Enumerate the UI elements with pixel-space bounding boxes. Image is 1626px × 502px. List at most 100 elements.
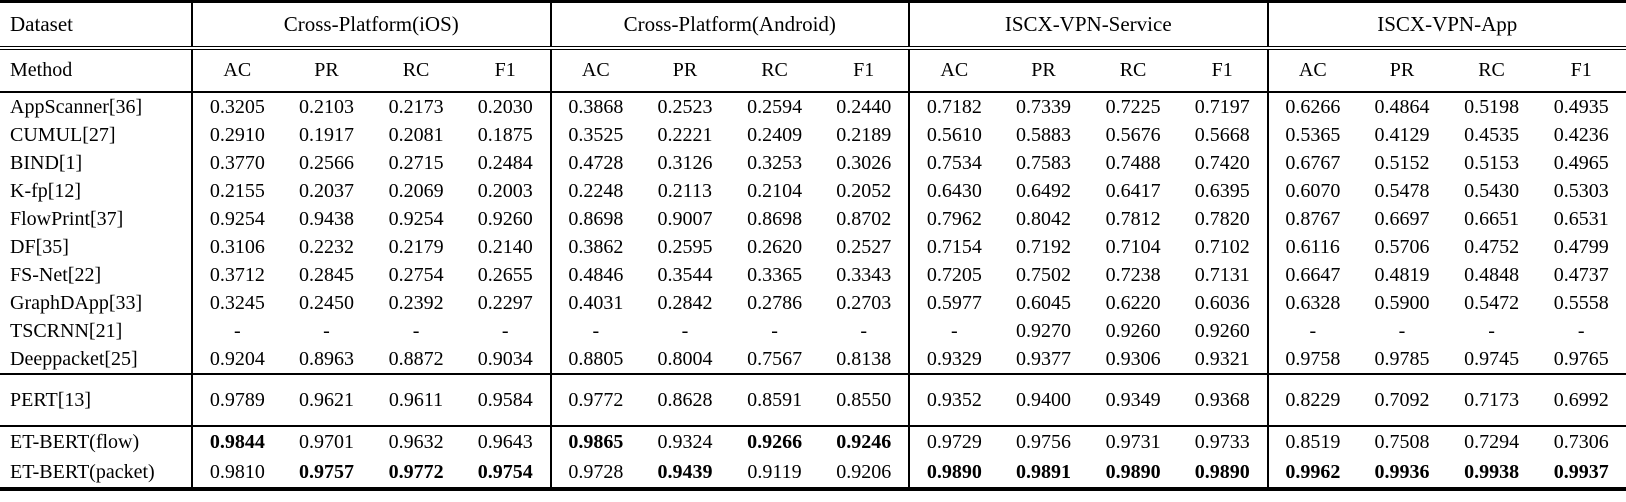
metric-value-cell: 0.7092 <box>1357 373 1447 426</box>
metric-value-cell: 0.9757 <box>281 457 372 491</box>
method-name-cell: AppScanner[36] <box>10 95 143 118</box>
method-name-cell: GraphDApp[33] <box>10 291 143 314</box>
metric-value-cell: 0.2754 <box>388 263 444 286</box>
results-table: Dataset Cross-Platform(iOS) Cross-Platfo… <box>0 0 1626 491</box>
metric-value-cell: 0.2845 <box>298 263 354 286</box>
metric-value-cell: 0.6697 <box>1374 207 1430 230</box>
group-header-cross-platform-android: Cross-Platform(Android) <box>549 0 909 50</box>
metric-value-cell: 0.3868 <box>549 92 641 121</box>
metric-value-cell: 0.2566 <box>298 151 354 174</box>
metric-value-cell: 0.2221 <box>657 123 713 146</box>
method-name-cell: FS-Net[22] <box>10 263 102 286</box>
metric-value-cell: 0.2113 <box>657 179 713 202</box>
metric-value-cell: 0.1875 <box>477 123 533 146</box>
metric-value-cell: 0.5303 <box>1553 179 1609 202</box>
metric-value-cell: 0.7420 <box>1194 151 1250 174</box>
metric-value-cell: 0.4799 <box>1553 235 1609 258</box>
metric-value-cell: 0.9632 <box>371 425 461 457</box>
group-header-iscx-vpn-service: ISCX-VPN-Service <box>908 0 1268 50</box>
metric-value-cell: 0.7205 <box>908 261 999 289</box>
metric-header-pr: PR <box>281 48 372 93</box>
metric-value-cell: 0.8698 <box>747 207 803 230</box>
metric-value-cell: 0.3126 <box>657 151 713 174</box>
metric-value-cell: 0.8805 <box>549 345 641 374</box>
metric-value-cell: 0.9266 <box>729 425 820 457</box>
group-header-cross-platform-ios: Cross-Platform(iOS) <box>191 0 551 50</box>
metric-header-pr: PR <box>1357 48 1447 93</box>
metric-value-cell: 0.5706 <box>1374 235 1430 258</box>
metric-value-cell: - <box>1398 319 1406 342</box>
metric-value-cell: 0.2248 <box>549 177 641 205</box>
dataset-header: Dataset <box>0 0 192 50</box>
metric-value-cell: 0.6070 <box>1266 177 1358 205</box>
metric-value-cell: 0.8042 <box>1015 207 1071 230</box>
group-header-iscx-vpn-app: ISCX-VPN-App <box>1266 0 1626 50</box>
metric-value-cell: - <box>771 319 778 342</box>
metric-value-cell: 0.9890 <box>1088 457 1178 491</box>
metric-value-cell: 0.9204 <box>191 345 282 374</box>
metric-value-cell: 0.9621 <box>281 373 372 426</box>
metric-value-cell: 0.2104 <box>747 179 803 202</box>
baseline-methods-section: AppScanner[36] 0.3205 0.2103 0.2173 0.2030 0.… <box>0 92 1626 374</box>
metric-value-cell: 0.5900 <box>1374 291 1430 314</box>
method-name-cell: K-fp[12] <box>10 179 82 202</box>
metric-value-cell: 0.6395 <box>1194 179 1250 202</box>
metric-value-cell: 0.9772 <box>371 457 461 491</box>
metric-value-cell: 0.3525 <box>549 121 641 149</box>
metric-value-cell: 0.9785 <box>1374 347 1430 370</box>
metric-value-cell: 0.9007 <box>657 207 713 230</box>
metric-value-cell: 0.8767 <box>1266 205 1358 233</box>
metric-value-cell: 0.6045 <box>1015 291 1071 314</box>
metric-value-cell: 0.3712 <box>191 261 282 289</box>
metric-value-cell: 0.5365 <box>1266 121 1358 149</box>
metric-value-cell: 0.4846 <box>549 261 641 289</box>
metric-value-cell: 0.9890 <box>908 457 999 491</box>
metric-value-cell: 0.9034 <box>477 347 533 370</box>
metric-value-cell: - <box>681 319 689 342</box>
metric-value-cell: 0.9254 <box>388 207 444 230</box>
metric-value-cell: 0.1917 <box>298 123 354 146</box>
metric-value-cell: 0.9368 <box>1177 373 1268 426</box>
metric-value-cell: - <box>1488 319 1495 342</box>
metric-value-cell: 0.3245 <box>191 289 282 317</box>
metric-value-cell: - <box>501 319 509 342</box>
metric-value-cell: 0.7131 <box>1194 263 1250 286</box>
metric-value-cell: 0.7567 <box>747 347 803 370</box>
metric-value-cell: 0.4728 <box>549 149 641 177</box>
metric-value-cell: 0.9306 <box>1105 347 1161 370</box>
metric-value-cell: 0.2655 <box>477 263 533 286</box>
metric-header-rc: RC <box>1446 48 1537 93</box>
metric-value-cell: 0.2037 <box>298 179 354 202</box>
metric-value-cell: 0.3770 <box>191 149 282 177</box>
table-row: K-fp[12] 0.2155 0.2037 0.2069 0.2003 0.2248 0.… <box>0 177 1626 205</box>
metric-value-cell: 0.9936 <box>1357 457 1447 491</box>
table-row: CUMUL[27] 0.2910 0.1917 0.2081 0.1875 0.3525 0… <box>0 121 1626 149</box>
metric-header-rc: RC <box>371 48 461 93</box>
table-row: DF[35] 0.3106 0.2232 0.2179 0.2140 0.3862 0.25… <box>0 233 1626 261</box>
metric-value-cell: 0.6328 <box>1266 289 1358 317</box>
metric-value-cell: 0.9643 <box>460 425 551 457</box>
metric-value-cell: 0.2179 <box>388 235 444 258</box>
metric-value-cell: 0.9754 <box>460 457 551 491</box>
metric-value-cell: 0.4031 <box>549 289 641 317</box>
metric-value-cell: 0.7225 <box>1105 95 1161 118</box>
metric-value-cell: 0.9321 <box>1194 347 1250 370</box>
metric-value-cell: - <box>1577 319 1585 342</box>
metric-value-cell: 0.9439 <box>640 457 730 491</box>
metric-value-cell: 0.9260 <box>477 207 533 230</box>
metric-value-cell: 0.5558 <box>1553 291 1609 314</box>
table-row: ET-BERT(flow) 0.9844 0.9701 0.9632 0.9643 0.9… <box>0 425 1626 457</box>
metric-value-cell: 0.9937 <box>1536 457 1626 491</box>
metric-value-cell: 0.9349 <box>1088 373 1178 426</box>
metric-value-cell: 0.6767 <box>1266 149 1358 177</box>
metric-value-cell: 0.9611 <box>371 373 461 426</box>
metric-header-rc: RC <box>729 48 820 93</box>
metric-value-cell: 0.4819 <box>1374 263 1430 286</box>
metric-value-cell: 0.6417 <box>1105 179 1161 202</box>
metric-value-cell: 0.3205 <box>191 92 282 121</box>
metric-value-cell: 0.3026 <box>836 151 892 174</box>
metric-value-cell: 0.5472 <box>1464 291 1520 314</box>
metric-value-cell: 0.3365 <box>747 263 803 286</box>
metric-value-cell: 0.6651 <box>1464 207 1520 230</box>
metric-value-cell: 0.7102 <box>1194 235 1250 258</box>
